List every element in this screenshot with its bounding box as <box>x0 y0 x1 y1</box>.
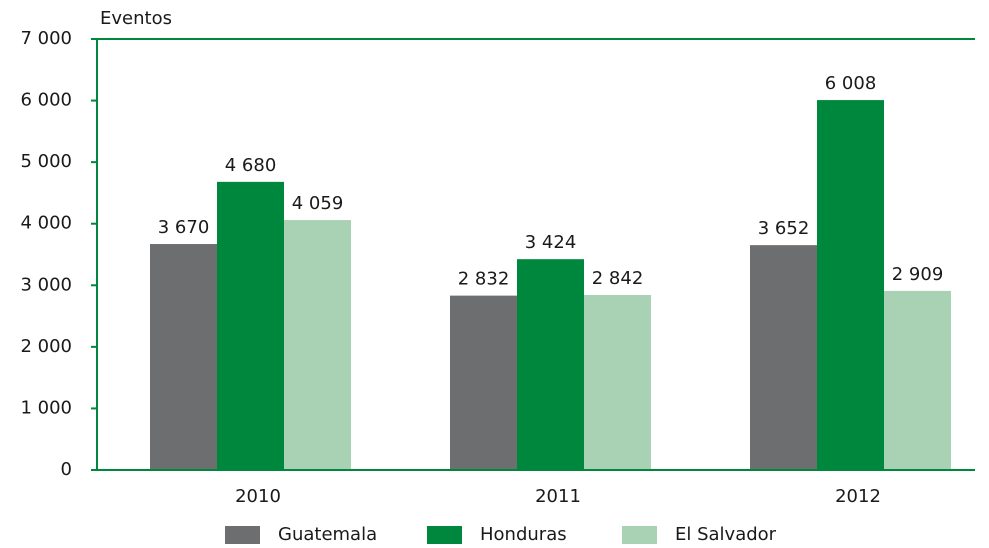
legend-swatch <box>225 526 260 544</box>
legend-label: Honduras <box>480 524 567 545</box>
x-tick-label: 2011 <box>535 486 581 507</box>
value-label: 3 424 <box>525 232 577 253</box>
bar <box>517 259 584 470</box>
bar <box>450 295 517 470</box>
bar <box>584 295 651 470</box>
y-tick-label: 6 000 <box>20 90 72 111</box>
bar <box>150 244 217 470</box>
y-tick-label: 5 000 <box>20 151 72 172</box>
value-label: 2 832 <box>458 269 510 290</box>
bar <box>817 100 884 470</box>
y-tick-label: 3 000 <box>20 274 72 295</box>
value-label: 2 842 <box>592 268 644 289</box>
value-label: 6 008 <box>825 73 877 94</box>
legend-swatch <box>427 526 462 544</box>
y-tick-label: 1 000 <box>20 397 72 418</box>
value-label: 4 680 <box>225 155 277 176</box>
y-tick-label: 4 000 <box>20 213 72 234</box>
y-tick-label: 7 000 <box>20 28 72 49</box>
bar <box>217 181 284 471</box>
y-tick-label: 2 000 <box>20 336 72 357</box>
legend-label: El Salvador <box>675 524 777 545</box>
legend-label: Guatemala <box>278 524 377 545</box>
bar <box>750 245 817 470</box>
bar <box>884 290 951 470</box>
legend-swatch <box>622 526 657 544</box>
value-label: 3 670 <box>158 217 210 238</box>
y-axis-label: Eventos <box>100 8 172 29</box>
bar <box>284 220 351 470</box>
value-label: 2 909 <box>892 264 944 285</box>
x-tick-label: 2012 <box>835 486 881 507</box>
value-label: 4 059 <box>292 193 344 214</box>
y-tick-label: 0 <box>61 459 72 480</box>
x-tick-label: 2010 <box>235 486 281 507</box>
value-label: 3 652 <box>758 218 810 239</box>
